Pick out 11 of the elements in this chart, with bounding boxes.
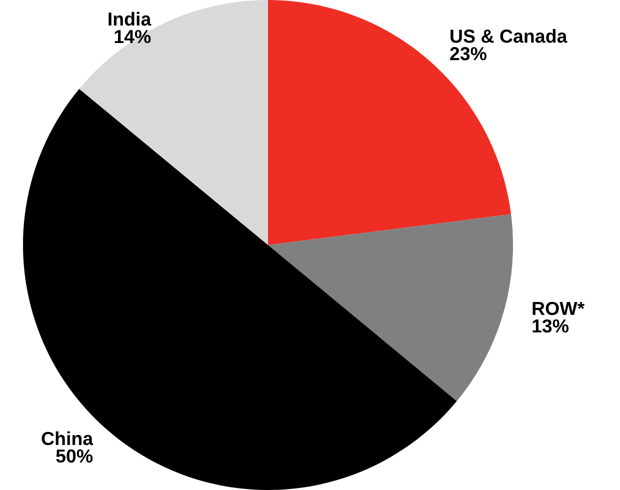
slice-label: US & Canada <box>450 29 568 43</box>
pie-slice <box>79 0 268 245</box>
data-label: 23% <box>450 47 486 60</box>
data-label: 14% <box>114 30 151 44</box>
data-label: 50% <box>56 449 93 463</box>
slice-label: India <box>108 12 152 26</box>
pie-slice <box>23 88 457 490</box>
slice-label: China <box>42 431 94 446</box>
pie-slice <box>268 214 513 402</box>
data-label: 13% <box>532 319 569 333</box>
slice-label: ROW* <box>532 302 585 316</box>
